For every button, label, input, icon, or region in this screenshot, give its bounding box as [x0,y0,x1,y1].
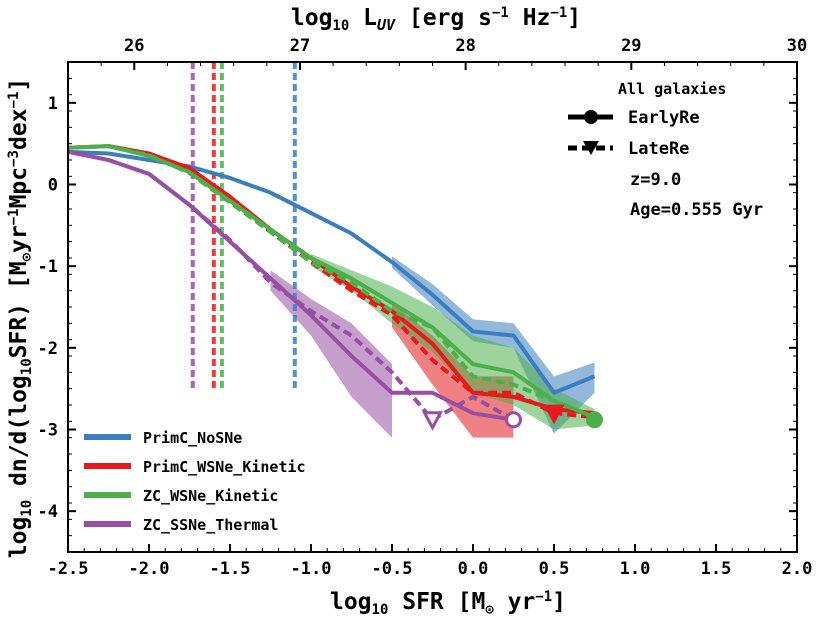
x-label-sun: ⊙ [485,602,494,618]
x-label-rest: SFR [M [388,589,485,615]
x-label-tail: yr [494,589,536,615]
y-label-log: log [6,517,32,559]
top-label-l: L [349,5,377,31]
y-label-yr: yr [6,225,32,253]
series-markers [422,404,603,431]
top-tick-label: 27 [290,36,310,56]
y-tick-label: -2 [38,339,58,359]
y-label-sup1: −1 [6,208,22,225]
y-tick-label: -4 [38,502,58,522]
x-tick-label: -0.5 [372,559,413,579]
x-tick-label: -1.0 [291,559,332,579]
x-tick-label: 1.0 [620,559,651,579]
marker-early-zc-ssne-thermal [505,411,522,429]
x-label-log: log [330,589,372,615]
x-tick-label: -2.0 [129,559,170,579]
line-late-zc-wsne-kinetic [108,144,596,420]
y-label-sup2: −3 [6,150,22,167]
line-late-primc-wsne-kinetic [108,144,595,420]
top-tick-label: 28 [455,36,475,56]
x-label-sup: −1 [535,589,552,605]
y-tick-label: -3 [38,421,58,441]
y-label-dex: dex [6,108,32,150]
line-early-primc-nosne [67,149,596,395]
marker-late-primc-wsne-kinetic [543,404,565,425]
y-label-dn: dn/d(log [6,375,32,500]
y-label-mpc: Mpc [6,167,32,209]
x-tick-label: -1.5 [210,559,251,579]
y-label-sfr: SFR) [M [6,261,32,358]
legend-circle-marker [584,110,598,124]
y-tick-label: -1 [38,257,58,277]
top-tick-label: 29 [621,36,641,56]
top-tick-label: 30 [787,36,807,56]
x-tick-label: 2.0 [782,559,813,579]
legend-title: All galaxies [618,80,726,98]
marker-late-zc-ssne-thermal [422,411,443,431]
vertical-reference-lines [190,62,297,389]
top-label-sub: 10 [332,18,349,34]
info-redshift: z=9.0 [630,170,681,190]
y-label-sun: ⊙ [19,252,35,261]
legend-earlyre: EarlyRe [628,108,700,128]
x-label-end: ] [552,589,566,615]
series-legend: PrimC_NoSNe PrimC_WSNe_Kinetic ZC_WSNe_K… [84,429,306,534]
x-tick-label: 1.5 [701,559,732,579]
top-label-hz: Hz [509,5,551,31]
y-label-sub1: 10 [19,500,35,517]
top-label-sup1: −1 [492,5,509,21]
x-tick-label: 0.0 [458,559,489,579]
top-label-end: ] [567,5,581,31]
info-age: Age=0.555 Gyr [630,200,763,220]
y-tick-label: 0 [48,176,58,196]
top-label-uv: UV [377,16,396,34]
top-label-erg: [erg s [395,5,492,31]
legend-label-zc-wsne-kinetic: ZC_WSNe_Kinetic [143,487,278,505]
legend-label-primc-wsne-kinetic: PrimC_WSNe_Kinetic [143,458,306,476]
x-axis-label: log10 SFR [M⊙ yr−1] [330,589,566,618]
legend-latere: LateRe [628,139,689,159]
top-label-sup2: −1 [550,5,567,21]
line-late-zc-ssne-thermal [107,158,515,422]
y-axis-label: log10 dn/d(log10SFR) [M⊙yr−1Mpc−3dex−1] [6,78,35,559]
legend-triangle-marker [583,141,599,155]
band-zc-ssne-thermal [270,270,392,438]
top-tick-label: 26 [124,36,144,56]
legend-label-primc-nosne: PrimC_NoSNe [143,429,242,447]
y-label-sup3: −1 [6,92,22,109]
axis-ticks: -2.5 -2.0 -1.5 -1.0 -0.5 0.0 0.5 1.0 1.5 2.0 1 0 -1 -… [38,36,813,579]
marker-early-zc-wsne-kinetic [586,411,603,429]
x-tick-label: 0.5 [539,559,570,579]
x-label-sub: 10 [372,602,389,618]
x-tick-label: -2.5 [48,559,89,579]
top-label-log: log [291,5,333,31]
y-tick-label: 1 [48,94,58,114]
legend-label-zc-ssne-thermal: ZC_SSNe_Thermal [143,516,278,534]
style-legend: All galaxies EarlyRe LateRe z=9.0 Age=0.… [568,80,763,220]
top-axis-label: log10 LUV [erg s−1 Hz−1] [291,5,581,34]
series-lines [67,144,596,422]
y-label-sub2: 10 [19,358,35,375]
y-label-end: ] [6,78,32,92]
